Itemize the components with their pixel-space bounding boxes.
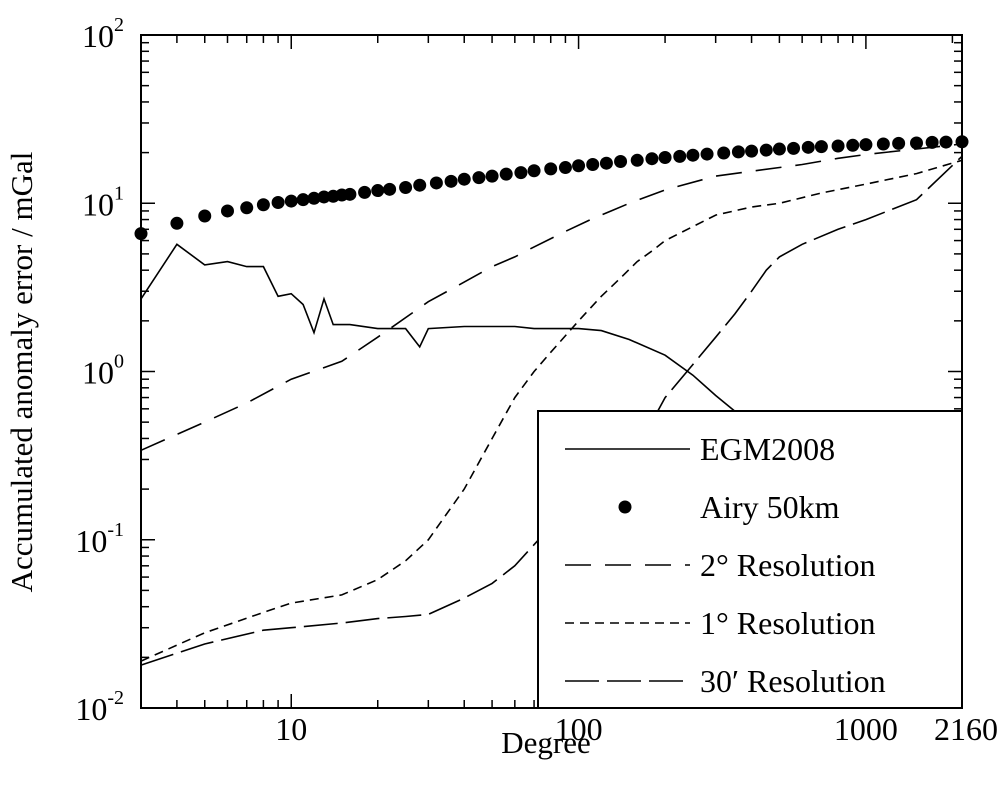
airy-marker	[284, 194, 298, 208]
airy-marker	[586, 157, 600, 171]
airy-marker	[630, 153, 644, 167]
legend: EGM2008 Airy 50km 2° Resolution 1° Resoluti…	[537, 410, 963, 709]
airy-marker	[514, 166, 528, 180]
airy-marker	[658, 151, 672, 165]
airy-marker	[859, 138, 873, 152]
airy-marker	[772, 142, 786, 156]
airy-marker	[499, 167, 513, 181]
x-tick-label: 1000	[834, 711, 898, 747]
airy-marker	[371, 184, 385, 198]
y-tick-label: 100	[82, 351, 124, 391]
airy-marker	[527, 164, 541, 178]
series-line-3	[140, 159, 963, 662]
airy-marker	[876, 137, 890, 151]
airy-marker	[846, 138, 860, 152]
tick-labels: 10 100 1000 2160 10-2 10-1 100 101 102	[75, 14, 998, 747]
airy-marker	[457, 172, 471, 186]
airy-marker	[759, 143, 773, 157]
y-tick-label: 10-2	[75, 687, 124, 727]
legend-label: 30′ Resolution	[700, 663, 886, 699]
y-tick-label: 102	[82, 14, 124, 54]
airy-marker	[444, 174, 458, 188]
airy-marker	[717, 146, 731, 160]
airy-marker	[343, 187, 357, 201]
airy-marker	[220, 204, 234, 218]
airy-marker	[399, 181, 413, 195]
airy-marker	[198, 209, 212, 223]
x-axis-title: Degree	[501, 725, 591, 760]
airy-marker	[307, 191, 321, 205]
airy-marker	[673, 149, 687, 163]
legend-label: 2° Resolution	[700, 547, 875, 583]
airy-marker	[383, 182, 397, 196]
airy-marker	[745, 144, 759, 158]
airy-marker	[599, 156, 613, 170]
airy-marker	[413, 178, 427, 192]
x-tick-label: 2160	[934, 711, 998, 747]
x-tick-label: 10	[275, 711, 307, 747]
airy-marker	[544, 162, 558, 176]
series-line-2	[140, 143, 963, 452]
airy-marker	[700, 147, 714, 161]
airy-marker	[939, 135, 953, 149]
airy-marker	[787, 141, 801, 155]
y-tick-label: 10-1	[75, 519, 124, 559]
airy-marker	[831, 139, 845, 153]
airy-marker	[358, 185, 372, 199]
series-layer	[134, 135, 969, 666]
airy-marker	[686, 148, 700, 162]
airy-marker	[240, 201, 254, 215]
legend-label: Airy 50km	[700, 489, 840, 525]
airy-marker	[317, 190, 331, 204]
y-tick-label: 101	[82, 182, 124, 222]
airy-marker	[645, 152, 659, 166]
airy-marker	[614, 155, 628, 169]
airy-marker	[472, 171, 486, 185]
airy-marker	[925, 135, 939, 149]
legend-label: 1° Resolution	[700, 605, 875, 641]
airy-marker	[256, 198, 270, 212]
airy-marker	[271, 196, 285, 210]
airy-marker	[892, 136, 906, 150]
series-line-0	[140, 243, 746, 420]
legend-label: EGM2008	[700, 431, 835, 467]
airy-marker	[170, 216, 184, 230]
airy-marker	[296, 193, 310, 207]
legend-box	[537, 410, 963, 709]
airy-marker	[485, 169, 499, 183]
airy-marker	[429, 176, 443, 190]
airy-marker	[955, 135, 969, 149]
airy-marker	[134, 227, 148, 241]
airy-marker	[558, 161, 572, 175]
airy-marker	[909, 136, 923, 150]
airy-marker	[731, 145, 745, 159]
airy-marker	[801, 140, 815, 154]
airy-marker	[572, 159, 586, 173]
x-tick-label: 100	[555, 711, 603, 747]
legend-marker	[618, 500, 632, 514]
airy-marker	[814, 140, 828, 154]
y-axis-title: Accumulated anomaly error / mGal	[4, 152, 39, 593]
